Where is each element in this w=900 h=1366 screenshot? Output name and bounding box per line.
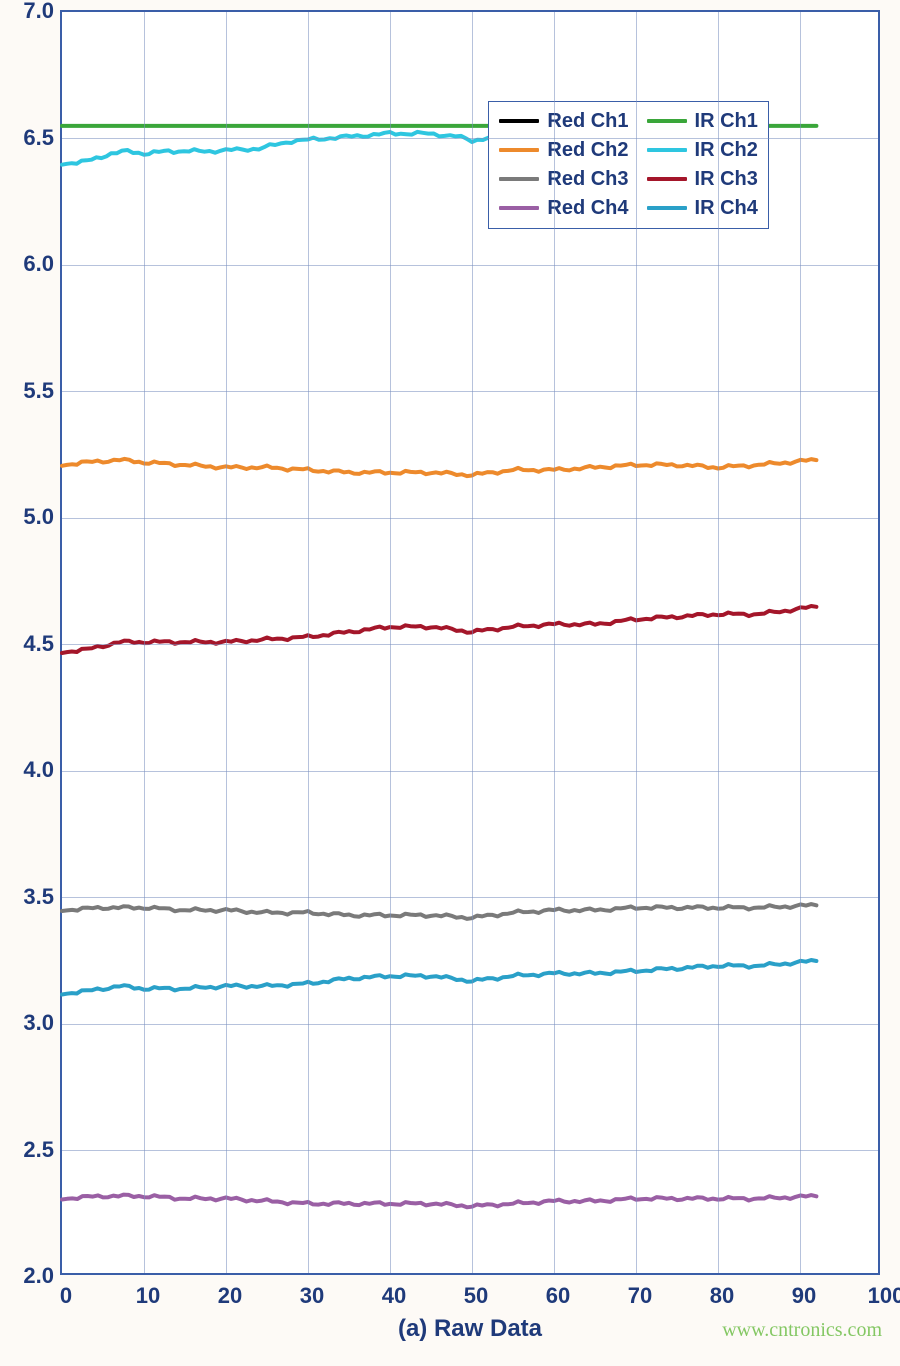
grid-line-v [800,12,801,1273]
x-tick-label: 40 [374,1283,414,1309]
y-tick-label: 4.0 [23,757,54,783]
legend: Red Ch1 Red Ch2 Red Ch3 Red Ch4 IR Ch1 IR Ch2… [488,101,768,229]
legend-label: Red Ch2 [547,139,628,162]
grid-line-h [62,265,878,266]
legend-item-red_ch4: Red Ch4 [499,197,628,220]
x-tick-label: 20 [210,1283,250,1309]
legend-label: Red Ch4 [547,197,628,220]
grid-line-h [62,518,878,519]
legend-column: IR Ch1 IR Ch2 IR Ch3 IR Ch4 [647,110,758,220]
grid-line-h [62,771,878,772]
x-tick-label: 70 [620,1283,660,1309]
legend-item-ir_ch2: IR Ch2 [647,139,758,162]
legend-item-red_ch3: Red Ch3 [499,168,628,191]
legend-item-red_ch2: Red Ch2 [499,139,628,162]
grid-line-h [62,644,878,645]
series-red_ch4 [62,1195,816,1208]
legend-swatch [647,206,687,210]
legend-swatch [499,148,539,152]
legend-label: Red Ch3 [547,168,628,191]
legend-swatch [499,177,539,181]
legend-label: IR Ch4 [695,197,758,220]
series-ir_ch3 [62,606,816,653]
grid-line-v [390,12,391,1273]
x-tick-label: 30 [292,1283,332,1309]
grid-line-h [62,391,878,392]
x-tick-label: 10 [128,1283,168,1309]
y-tick-label: 2.5 [23,1137,54,1163]
grid-line-v [718,12,719,1273]
grid-line-h [62,1024,878,1025]
x-tick-label: 80 [702,1283,742,1309]
watermark-text: www.cntronics.com [722,1319,882,1342]
series-red_ch3 [62,904,816,919]
grid-line-h [62,138,878,139]
x-tick-label: 60 [538,1283,578,1309]
legend-item-ir_ch3: IR Ch3 [647,168,758,191]
legend-column: Red Ch1 Red Ch2 Red Ch3 Red Ch4 [499,110,628,220]
x-tick-label: 100 [866,1283,900,1309]
legend-label: Red Ch1 [547,110,628,133]
y-tick-label: 3.0 [23,1010,54,1036]
grid-line-v [308,12,309,1273]
grid-line-v [636,12,637,1273]
series-ir_ch4 [62,960,816,995]
y-tick-label: 2.0 [23,1263,54,1289]
legend-swatch [647,148,687,152]
legend-swatch [647,177,687,181]
grid-line-h [62,897,878,898]
grid-line-v [226,12,227,1273]
y-tick-label: 5.5 [23,378,54,404]
grid-line-v [554,12,555,1273]
series-red_ch2 [62,459,816,476]
legend-label: IR Ch1 [695,110,758,133]
legend-swatch [499,119,539,123]
legend-label: IR Ch2 [695,139,758,162]
grid-line-h [62,1150,878,1151]
x-tick-label: 50 [456,1283,496,1309]
legend-item-ir_ch4: IR Ch4 [647,197,758,220]
y-tick-label: 7.0 [23,0,54,24]
legend-item-red_ch1: Red Ch1 [499,110,628,133]
y-tick-label: 4.5 [23,631,54,657]
chart-page: Red Ch1 Red Ch2 Red Ch3 Red Ch4 IR Ch1 IR Ch2… [0,0,900,1366]
plot-area: Red Ch1 Red Ch2 Red Ch3 Red Ch4 IR Ch1 IR Ch2… [60,10,880,1275]
y-tick-label: 5.0 [23,504,54,530]
y-tick-label: 3.5 [23,884,54,910]
grid-line-v [472,12,473,1273]
legend-swatch [499,206,539,210]
legend-item-ir_ch1: IR Ch1 [647,110,758,133]
x-tick-label: 90 [784,1283,824,1309]
grid-line-v [144,12,145,1273]
legend-label: IR Ch3 [695,168,758,191]
legend-swatch [647,119,687,123]
y-tick-label: 6.0 [23,251,54,277]
y-tick-label: 6.5 [23,125,54,151]
